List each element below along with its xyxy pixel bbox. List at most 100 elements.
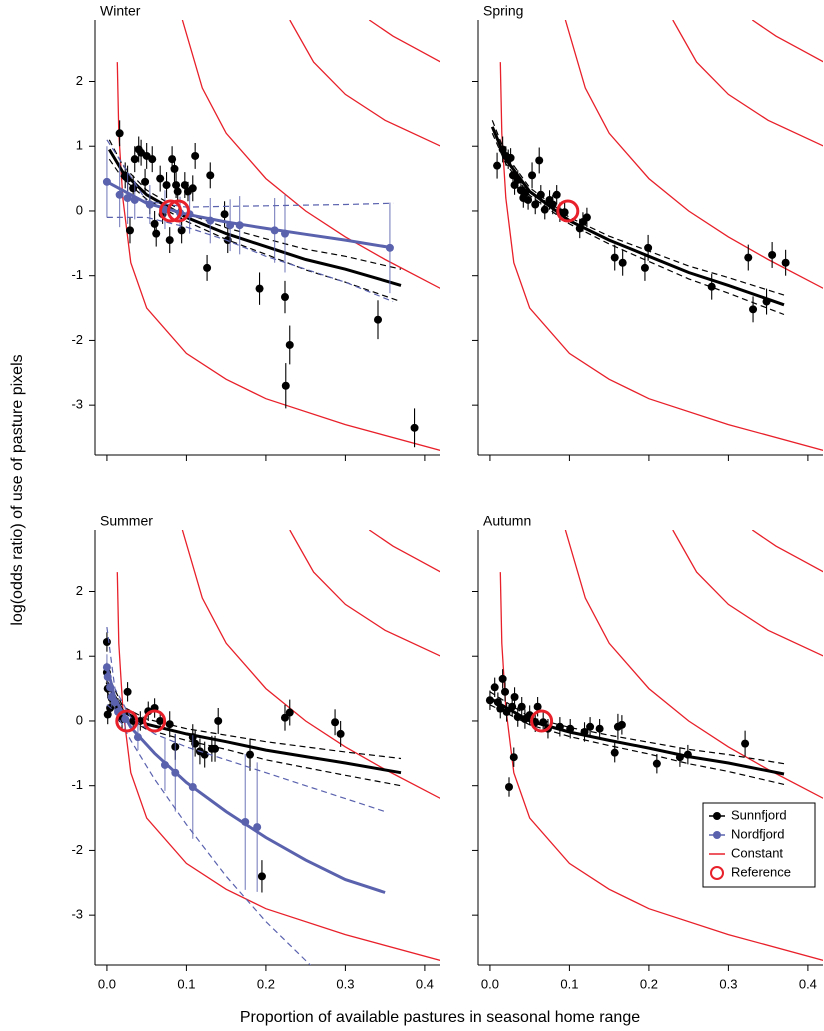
data-point: [517, 702, 526, 711]
data-point: [582, 213, 591, 222]
y-tick-label: 0: [76, 712, 83, 727]
constant-curve: [181, 530, 440, 799]
constant-curve: [289, 20, 440, 147]
legend-label: Reference: [731, 864, 791, 879]
x-tick-label: 0.1: [177, 976, 195, 991]
panel-title: Winter: [100, 3, 141, 19]
data-point: [548, 200, 557, 209]
data-point: [536, 190, 545, 199]
panel: Winter -3 -2 -1 0 1 2: [71, 3, 440, 461]
data-point: [501, 687, 510, 696]
data-point: [235, 221, 244, 230]
data-point: [102, 663, 111, 672]
data-point: [644, 243, 653, 252]
y-tick-label: -1: [71, 777, 83, 792]
data-point: [255, 284, 264, 293]
data-point: [566, 724, 575, 733]
panel: Summer -3 -2 -1 0 1 2 0.0 0.1 0.2 0.3 0.4: [71, 513, 440, 991]
plot-area: [485, 530, 823, 961]
data-point: [180, 181, 189, 190]
ci-lower: [489, 704, 785, 785]
constant-curve: [116, 62, 440, 451]
data-point: [506, 153, 515, 162]
constant-curve: [181, 20, 440, 289]
data-point: [191, 151, 200, 160]
data-point: [220, 210, 229, 219]
fit-line: [105, 681, 402, 775]
data-point: [162, 181, 171, 190]
ci-upper: [106, 672, 402, 760]
data-point: [502, 707, 511, 716]
data-point: [280, 713, 289, 722]
data-point: [130, 195, 139, 204]
data-point: [133, 733, 142, 742]
data-point: [373, 315, 382, 324]
data-point: [496, 704, 505, 713]
x-tick-label: 0.2: [257, 976, 275, 991]
y-tick-label: -2: [71, 842, 83, 857]
ci-upper: [106, 139, 394, 208]
data-point: [675, 753, 684, 762]
data-point: [285, 708, 294, 717]
data-point: [102, 637, 111, 646]
data-point: [498, 674, 507, 683]
fit-line: [105, 665, 386, 894]
legend-label: Sunnfjord: [731, 807, 787, 822]
data-point: [270, 226, 279, 235]
data-point: [103, 672, 112, 681]
data-point: [520, 188, 529, 197]
data-point: [257, 872, 266, 881]
data-point: [586, 722, 595, 731]
data-point: [610, 748, 619, 757]
x-tick-label: 0.2: [640, 976, 658, 991]
data-point: [580, 727, 589, 736]
ci-lower: [106, 216, 394, 303]
constant-curve: [499, 572, 823, 961]
data-point: [168, 155, 177, 164]
data-point: [130, 155, 139, 164]
data-point: [170, 164, 179, 173]
y-tick-label: 2: [76, 73, 83, 88]
constant-curve: [751, 20, 823, 63]
data-point: [115, 129, 124, 138]
data-point: [683, 750, 692, 759]
data-point: [173, 187, 182, 196]
data-point: [528, 171, 537, 180]
data-point: [206, 171, 215, 180]
data-point: [749, 305, 758, 314]
data-point: [285, 340, 294, 349]
panel: Spring: [472, 3, 823, 461]
legend-marker: [713, 812, 721, 820]
data-point: [781, 258, 790, 267]
legend: Sunnfjord Nordfjord Constant Reference: [702, 802, 816, 888]
data-point: [141, 177, 150, 186]
data-point: [744, 253, 753, 262]
fit-line: [489, 696, 785, 776]
data-point: [493, 698, 502, 707]
data-point: [206, 216, 215, 225]
x-tick-label: 0.3: [719, 976, 737, 991]
data-point: [171, 768, 180, 777]
fit-line: [108, 148, 402, 287]
data-point: [160, 760, 169, 769]
reference-point: [143, 709, 167, 733]
data-point: [560, 208, 569, 217]
data-point: [188, 782, 197, 791]
panel: Autumn 0.0 0.1 0.2 0.3 0.4 Sunnfjord Nordfjord C…: [472, 513, 823, 991]
data-point: [156, 716, 165, 725]
y-tick-label: -3: [71, 907, 83, 922]
data-point: [385, 243, 394, 252]
x-tick-label: 0.0: [98, 976, 116, 991]
data-point: [211, 744, 220, 753]
constant-curve: [116, 572, 440, 961]
reference-point: [530, 709, 554, 733]
data-point: [510, 693, 519, 702]
y-tick-label: -2: [71, 332, 83, 347]
ci-lower: [106, 691, 402, 787]
constant-curve: [289, 530, 440, 657]
constant-curve: [672, 530, 823, 657]
panel-title: Summer: [100, 513, 153, 529]
fit-line: [490, 126, 785, 307]
constant-curve: [368, 20, 440, 63]
